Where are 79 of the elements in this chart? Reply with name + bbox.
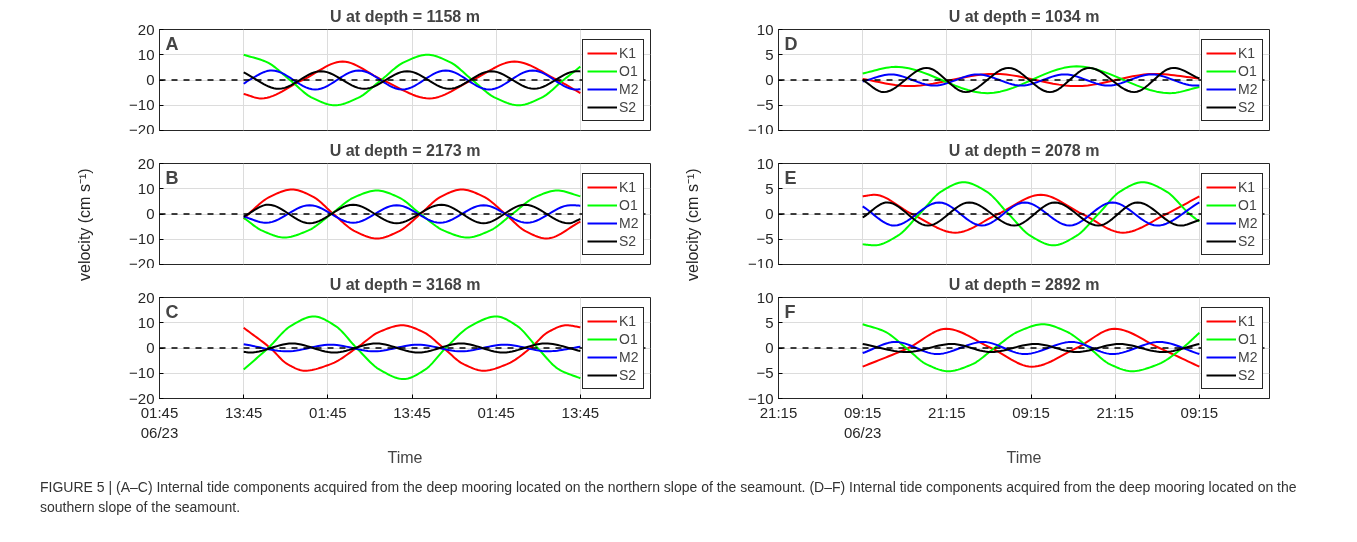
y-tick-label: 10 [756, 288, 774, 306]
chart-title: U at depth = 2078 m [948, 141, 1100, 159]
legend-label: K1 [619, 311, 638, 330]
y-axis-title: velocity (cm s⁻¹) [74, 168, 94, 282]
legend-label: M2 [619, 79, 639, 98]
legend-label: S2 [619, 231, 638, 250]
annotation: C [165, 301, 179, 322]
legend-label: M2 [619, 213, 639, 232]
x-axis-title: Time [1006, 448, 1042, 466]
legend-label: O1 [619, 61, 639, 80]
y-tick-label: 10 [137, 45, 155, 63]
y-tick-label: −5 [756, 96, 774, 114]
x-tick-label: 09:15 [1012, 403, 1050, 421]
y-tick-label: 10 [756, 20, 774, 38]
y-tick-label: −20 [129, 120, 155, 138]
y-tick-label: 20 [137, 20, 155, 38]
y-tick-label: 0 [765, 71, 774, 88]
annotation: E [784, 167, 797, 188]
y-tick-label: 10 [756, 154, 774, 172]
annotation: D [784, 33, 798, 54]
legend-label: K1 [619, 177, 638, 196]
y-tick-label: 0 [146, 339, 155, 356]
chart-title: U at depth = 2173 m [329, 141, 481, 159]
x-tick-label: 01:45 [477, 403, 515, 421]
y-tick-label: 0 [146, 71, 155, 88]
legend-label: O1 [619, 329, 639, 348]
annotation: F [784, 301, 796, 322]
x-tick-label: 13:45 [561, 403, 600, 421]
legend-label: K1 [1238, 43, 1257, 62]
y-tick-label: −10 [129, 230, 155, 248]
legend-label: K1 [619, 43, 638, 62]
x-tick-label: 13:45 [393, 403, 431, 421]
x-tick-label: 13:45 [224, 403, 263, 421]
x-tick-label: 21:15 [1096, 403, 1134, 421]
legend-label: O1 [1238, 61, 1258, 80]
chart-title: U at depth = 2892 m [948, 275, 1100, 293]
x-tick-label: 09:15 06/23 [843, 403, 882, 441]
chart-title: U at depth = 1158 m [330, 7, 480, 25]
annotation: A [165, 33, 179, 54]
y-tick-label: −10 [129, 364, 155, 382]
y-tick-label: 0 [765, 205, 774, 222]
legend-label: S2 [1238, 231, 1257, 250]
legend-label: M2 [1238, 213, 1258, 232]
y-tick-label: 5 [765, 313, 774, 331]
y-tick-label: −10 [748, 254, 774, 272]
chart-title: U at depth = 1034 m [948, 7, 1100, 25]
y-tick-label: 0 [146, 205, 155, 222]
y-tick-label: 20 [137, 288, 155, 306]
legend-label: M2 [1238, 347, 1258, 366]
legend-label: S2 [1238, 97, 1257, 116]
x-axis-title: Time [387, 448, 423, 466]
x-tick-label: 21:15 [928, 403, 966, 421]
legend-label: K1 [1238, 311, 1257, 330]
legend-label: M2 [1238, 79, 1258, 98]
x-tick-label: 09:15 [1180, 403, 1219, 421]
y-tick-label: −10 [129, 96, 155, 114]
legend-label: K1 [1238, 177, 1257, 196]
annotation: B [165, 167, 179, 188]
legend-label: O1 [1238, 195, 1258, 214]
y-axis-title: velocity (cm s⁻¹) [682, 168, 702, 282]
y-tick-label: 5 [765, 45, 774, 63]
y-tick-label: 0 [765, 339, 774, 356]
legend-label: M2 [619, 347, 639, 366]
y-tick-label: −5 [756, 230, 774, 248]
y-tick-label: 10 [137, 179, 155, 197]
y-tick-label: −5 [756, 364, 774, 382]
legend-label: S2 [619, 97, 638, 116]
y-tick-label: −20 [129, 254, 155, 272]
y-tick-label: 20 [137, 154, 155, 172]
caption: FIGURE 5 | (A–C) Internal tide components acquired from the deep mooring located on the northern slope of the seamount. (D–F) Internal tide components acquired from the deep mooring located on the southern slope of the seamount. [40, 478, 1298, 517]
legend-label: S2 [1238, 365, 1257, 384]
legend-label: O1 [619, 195, 639, 214]
y-tick-label: 10 [137, 313, 155, 331]
legend-label: O1 [1238, 329, 1258, 348]
y-tick-label: 5 [765, 179, 774, 197]
legend-label: S2 [619, 365, 638, 384]
y-tick-label: −10 [748, 120, 774, 138]
chart-title: U at depth = 3168 m [329, 275, 481, 293]
x-tick-label: 01:45 [309, 403, 347, 421]
